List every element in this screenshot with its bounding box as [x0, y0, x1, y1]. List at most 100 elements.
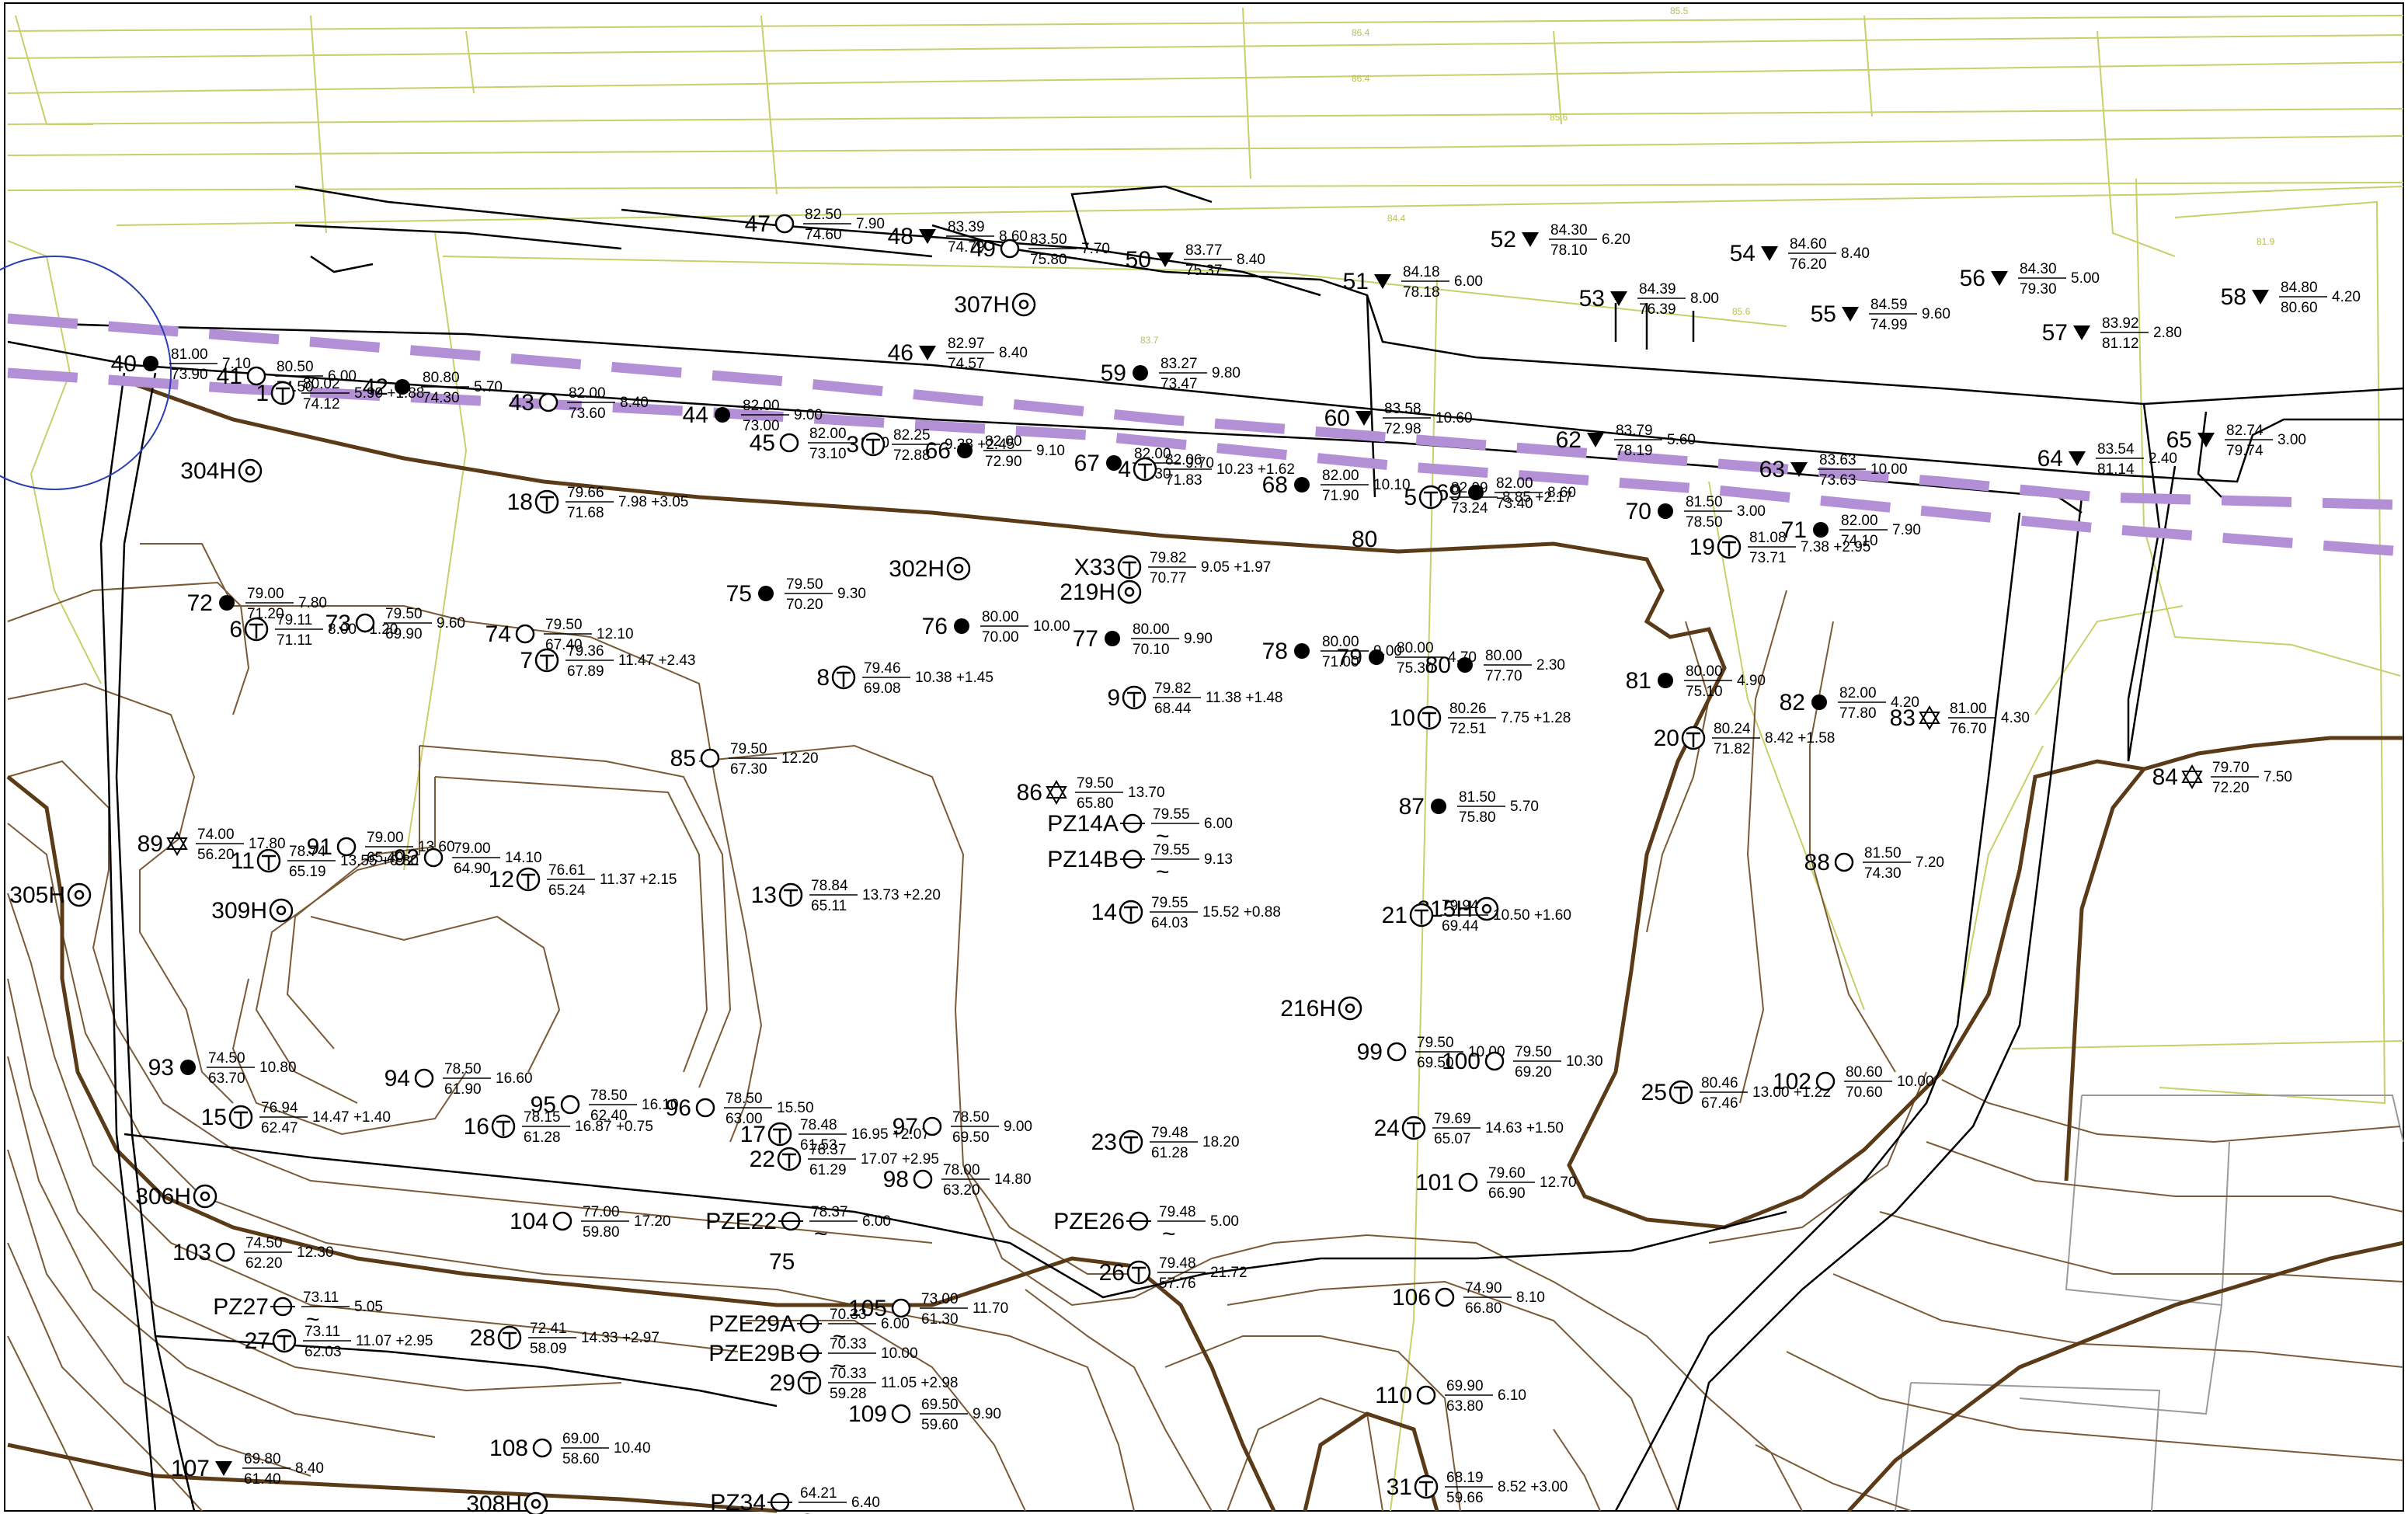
survey-point[interactable]: 102 80.60 70.60 10.00	[1773, 1064, 1934, 1101]
survey-point[interactable]: ~ PZ27 73.11 5.05	[213, 1290, 383, 1332]
survey-point[interactable]: 216H	[1280, 996, 1362, 1022]
survey-point[interactable]: 46 82.97 74.57 8.40	[888, 336, 1028, 372]
survey-point[interactable]: 8 79.46 69.08 10.38 +1.45	[816, 660, 993, 697]
survey-point[interactable]: 59 83.27 73.47 9.80	[1101, 356, 1241, 392]
survey-point[interactable]: 66 82.00 72.90 9.10	[925, 433, 1065, 470]
survey-point[interactable]: 17 78.48 61.53 16.95 +2.07	[740, 1117, 930, 1154]
survey-point[interactable]: 56 84.30 79.30 5.00	[1960, 261, 2100, 298]
survey-point[interactable]: 105 73.00 61.30 11.70	[848, 1291, 1008, 1328]
survey-point[interactable]: 60 83.58 72.98 10.60	[1324, 401, 1473, 437]
survey-point[interactable]: 40 81.00 73.90 7.10	[111, 346, 251, 383]
survey-point[interactable]: 44 82.00 73.00 9.00	[683, 398, 823, 434]
survey-point[interactable]: ~ PZ34 64.21 6.40	[710, 1485, 880, 1514]
survey-point[interactable]: 82 82.00 77.80 4.20	[1780, 685, 1919, 722]
survey-point[interactable]: 63 83.63 73.63 10.00	[1759, 452, 1908, 489]
survey-point[interactable]: 84 79.70 72.20 7.50	[2152, 760, 2292, 796]
survey-point[interactable]: 76 80.00 70.00 10.00	[922, 609, 1070, 646]
survey-point[interactable]: ~ PZE22 78.37 6.00	[705, 1204, 891, 1247]
survey-point[interactable]: 83 81.00 76.70 4.30	[1890, 701, 2030, 737]
survey-point[interactable]: 93 74.50 63.70 10.80	[148, 1050, 297, 1087]
survey-point[interactable]: 31 68.19 59.66 8.52 +3.00	[1387, 1470, 1568, 1506]
survey-point[interactable]: 71 82.00 74.10 7.90	[1781, 513, 1921, 549]
survey-point[interactable]: ~ PZ14A 79.55 6.00	[1047, 806, 1233, 849]
survey-point[interactable]: 107 69.80 61.40 8.40	[171, 1451, 324, 1488]
survey-point[interactable]: 5 82.09 73.24 8.85 +2.17	[1404, 480, 1572, 517]
survey-point[interactable]: 80 80.00 77.70 2.30	[1425, 648, 1565, 684]
survey-point[interactable]: ~ PZ14B 79.55 9.13	[1047, 842, 1233, 885]
survey-point[interactable]: 47 82.50 74.60 7.90	[745, 207, 885, 243]
survey-point[interactable]: 29 70.33 59.28 11.05 +2.98	[770, 1366, 959, 1402]
survey-point[interactable]: 18 79.66 71.68 7.98 +3.05	[507, 485, 689, 521]
survey-point[interactable]: 55 84.59 74.99 9.60	[1811, 297, 1950, 333]
survey-point[interactable]: 85 79.50 67.30 12.20	[670, 741, 819, 778]
survey-point[interactable]: 92 79.00 64.90 14.10	[394, 841, 542, 877]
survey-point[interactable]: 50 83.77 75.37 8.40	[1126, 242, 1265, 279]
survey-point[interactable]: 70 81.50 78.50 3.00	[1626, 494, 1766, 531]
survey-point[interactable]: 54 84.60 76.20 8.40	[1730, 236, 1870, 273]
survey-point[interactable]: 15 76.94 62.47 14.47 +1.40	[201, 1100, 391, 1136]
survey-point[interactable]: ~ PZE29A 70.33 6.00	[708, 1307, 910, 1349]
survey-point[interactable]: 73 79.50 69.90 9.60	[325, 606, 465, 642]
survey-point[interactable]: 43 82.00 73.60 8.40	[509, 385, 649, 422]
survey-point[interactable]: ~ PZE26 79.48 5.00	[1053, 1204, 1239, 1247]
survey-point[interactable]: 49 83.50 75.80 7.70	[970, 231, 1110, 268]
survey-point[interactable]: 110 69.90 63.80 6.10	[1375, 1378, 1526, 1415]
survey-point[interactable]: 16 78.15 61.28 16.87 +0.75	[464, 1109, 653, 1146]
survey-point[interactable]: 65 82.74 79.74 3.00	[2166, 423, 2306, 459]
survey-point[interactable]: 306H	[135, 1184, 217, 1209]
survey-point[interactable]: 19 81.08 73.71 7.38 +2.95	[1689, 530, 1871, 566]
survey-point[interactable]: 109 69.50 59.60 9.90	[848, 1397, 1001, 1433]
survey-point[interactable]: 23 79.48 61.28 18.20	[1091, 1125, 1240, 1161]
survey-point[interactable]: 64 83.54 81.14 2.40	[2037, 441, 2177, 478]
survey-point[interactable]: 26 79.48 57.76 21.72	[1099, 1255, 1247, 1292]
survey-point[interactable]: 77 80.00 70.10 9.90	[1073, 621, 1213, 658]
survey-point[interactable]: 302H	[889, 556, 971, 582]
survey-point[interactable]: 57 83.92 81.12 2.80	[2042, 315, 2182, 352]
survey-point[interactable]: 106 74.90 66.80 8.10	[1392, 1280, 1545, 1317]
survey-point[interactable]: 11 78.74 65.19 13.55 +0.30	[231, 844, 419, 880]
survey-point[interactable]: 21 79.94 69.44 10.50 +1.60	[1382, 898, 1571, 935]
survey-point[interactable]: 98 78.00 63.20 14.80	[883, 1162, 1032, 1199]
survey-point[interactable]: 81 80.00 75.10 4.90	[1626, 663, 1766, 700]
survey-point[interactable]: 96 78.50 63.00 15.50	[666, 1091, 814, 1127]
survey-point[interactable]: 27 73.11 62.03 11.07 +2.95	[245, 1324, 433, 1360]
survey-point[interactable]: 58 84.80 80.60 4.20	[2221, 280, 2361, 316]
survey-point[interactable]: 74 79.50 67.40 12.10	[485, 617, 634, 653]
survey-point[interactable]: 89 74.00 56.20 17.80	[137, 827, 286, 863]
survey-point[interactable]: 25 80.46 67.46 13.00 +1.22	[1641, 1075, 1831, 1112]
survey-point[interactable]: 62 83.79 78.19 5.60	[1556, 423, 1696, 459]
survey-point[interactable]: ~ PZE29B 70.33 10.00	[708, 1336, 917, 1379]
survey-point[interactable]: 86 79.50 65.80 13.70	[1017, 775, 1165, 812]
survey-point[interactable]: 87 81.50 75.80 5.70	[1399, 789, 1539, 826]
survey-point[interactable]: 305H	[9, 882, 92, 908]
survey-point[interactable]: 51 84.18 78.18 6.00	[1343, 264, 1483, 301]
survey-point[interactable]: 53 84.39 76.39 8.00	[1579, 281, 1719, 318]
survey-point[interactable]: 4 82.06 71.83 10.23 +1.62	[1118, 452, 1295, 489]
survey-point[interactable]: 104 77.00 59.80 17.20	[510, 1204, 671, 1241]
survey-point[interactable]: 13 78.84 65.11 13.73 +2.20	[751, 878, 941, 914]
survey-point[interactable]: 88 81.50 74.30 7.20	[1804, 845, 1944, 882]
survey-point[interactable]: 308H	[466, 1491, 548, 1514]
survey-point[interactable]: 24 79.69 65.07 14.63 +1.50	[1374, 1111, 1564, 1147]
survey-point[interactable]: 108 69.00 58.60 10.40	[489, 1431, 651, 1467]
survey-point[interactable]: 309H	[211, 898, 294, 924]
survey-point[interactable]: X33 79.82 70.77 9.05 +1.97	[1074, 550, 1272, 586]
survey-point[interactable]: 20 80.24 71.82 8.42 +1.58	[1654, 721, 1836, 757]
survey-point[interactable]: 304H	[180, 458, 263, 484]
survey-point[interactable]: 97 78.50 69.50 9.00	[893, 1109, 1032, 1146]
survey-point[interactable]: 7 79.36 67.89 11.47 +2.43	[520, 643, 695, 680]
survey-point[interactable]: 100 79.50 69.20 10.30	[1442, 1044, 1603, 1081]
survey-point[interactable]: 68 82.00 71.90 10.10	[1262, 468, 1411, 504]
survey-point[interactable]: 307H	[954, 292, 1036, 318]
survey-point[interactable]: 75 79.50 70.20 9.30	[726, 576, 866, 613]
